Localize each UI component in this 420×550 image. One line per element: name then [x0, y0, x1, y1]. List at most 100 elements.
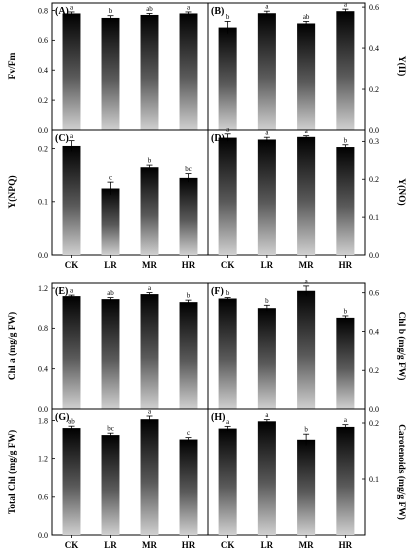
- panel-label: (A): [55, 6, 69, 17]
- significance-letter: c: [187, 429, 190, 437]
- panel-label: (D): [211, 133, 225, 144]
- panel-c: (C) 0.0 0.1 0.2 Y(NPQ) a c b bc CK LR MR HR: [7, 129, 209, 270]
- bar-hr: [336, 426, 355, 535]
- y-tick-label: 0.6: [369, 288, 379, 297]
- x-tick-label: MR: [299, 260, 314, 270]
- y-axis-label: Fv/Fm: [8, 52, 18, 79]
- significance-letter: a: [265, 3, 269, 11]
- bar-lr: [101, 17, 120, 130]
- y-axis-label: Total Chl (mg/g FW): [7, 430, 18, 514]
- significance-letter: b: [148, 157, 152, 165]
- y-tick-label: 0.0: [38, 405, 48, 414]
- bar-mr: [140, 167, 159, 255]
- bar-hr: [179, 13, 198, 130]
- significance-letter: a: [265, 411, 269, 419]
- significance-letter: b: [226, 13, 230, 21]
- bar-lr: [101, 188, 120, 255]
- y-tick-label: 0.0: [369, 126, 379, 135]
- y-tick-label: 0.2: [38, 144, 48, 153]
- bar-ck: [62, 13, 81, 130]
- significance-letter: a: [187, 3, 191, 11]
- bar-mr: [140, 14, 159, 130]
- bar-lr: [257, 308, 276, 409]
- y-tick-label: 0.2: [38, 96, 48, 105]
- significance-letter: ab: [303, 13, 310, 21]
- bar-ck: [218, 137, 237, 255]
- significance-letter: ab: [107, 289, 114, 297]
- y-tick-label: 0.1: [369, 213, 379, 222]
- panel-frame: [207, 129, 366, 256]
- bar-lr: [101, 299, 120, 409]
- y-tick-label: 1.2: [38, 284, 48, 293]
- y-tick-label: 0.8: [38, 324, 48, 333]
- significance-letter: a: [344, 416, 348, 424]
- y-tick-label: 0.4: [369, 44, 379, 53]
- significance-letter: a: [344, 1, 348, 9]
- y-axis-label: Y(II): [396, 56, 407, 77]
- bar-mr: [297, 23, 316, 130]
- significance-letter: b: [187, 292, 191, 300]
- significance-letter: ab: [68, 418, 75, 426]
- panel-label: (C): [55, 133, 69, 144]
- bar-hr: [336, 147, 355, 255]
- significance-letter: b: [344, 307, 348, 315]
- y-tick-label: 0.0: [38, 251, 48, 260]
- x-tick-label: HR: [339, 540, 353, 550]
- significance-letter: a: [305, 127, 309, 135]
- significance-letter: a: [70, 287, 74, 295]
- bar-hr: [179, 439, 198, 535]
- bar-mr: [140, 294, 159, 409]
- panel-d: (D) 0.0 0.1 0.2 0.3 Y(NO) a a a b CK LR MR HR: [207, 125, 407, 270]
- significance-letter: a: [226, 125, 230, 133]
- bar-mr: [140, 419, 159, 535]
- y-tick-label: 0.2: [369, 85, 379, 94]
- bar-ck: [218, 428, 237, 535]
- x-tick-label: HR: [182, 540, 196, 550]
- y-axis-label: Y(NO): [396, 178, 407, 205]
- x-tick-label: MR: [142, 260, 157, 270]
- significance-letter: a: [70, 132, 74, 140]
- panel-h: (H) 0.1 0.2 Carotenoids (mg/g FW) a a b a CK LR MR…: [207, 408, 407, 550]
- bar-ck: [62, 428, 81, 535]
- y-tick-label: 1.2: [38, 454, 48, 463]
- x-tick-label: LR: [261, 260, 274, 270]
- y-tick-label: 0.0: [38, 126, 48, 135]
- y-axis-label: Chl a (mg/g FW): [7, 312, 18, 380]
- panel-b: (B) 0.0 0.2 0.4 0.6 Y(II) b a ab a: [207, 1, 407, 135]
- y-tick-label: 0.0: [369, 405, 379, 414]
- significance-letter: bc: [185, 165, 192, 173]
- x-tick-label: MR: [299, 540, 314, 550]
- significance-letter: a: [70, 3, 74, 11]
- bar-lr: [101, 435, 120, 535]
- y-tick-label: 0.4: [38, 364, 48, 373]
- panel-label: (F): [211, 286, 224, 297]
- y-tick-label: 0.6: [38, 36, 48, 45]
- significance-letter: ab: [146, 5, 153, 13]
- significance-letter: b: [109, 7, 113, 15]
- significance-letter: bc: [107, 425, 114, 433]
- significance-letter: a: [148, 284, 152, 292]
- significance-letter: b: [265, 297, 269, 305]
- y-tick-label: 0.3: [369, 137, 379, 146]
- x-tick-label: HR: [182, 260, 196, 270]
- y-tick-label: 0.0: [369, 251, 379, 260]
- significance-letter: b: [344, 136, 348, 144]
- y-tick-label: 0.2: [369, 419, 379, 428]
- bar-hr: [336, 11, 355, 130]
- y-tick-label: 0.0: [38, 531, 48, 540]
- y-axis-label: Y(NPQ): [7, 175, 18, 208]
- panel-label: (H): [211, 412, 225, 423]
- panel-frame: [207, 408, 366, 536]
- y-tick-label: 0.6: [38, 493, 48, 502]
- x-tick-label: CK: [65, 540, 79, 550]
- bar-mr: [297, 136, 316, 255]
- bar-hr: [179, 177, 198, 255]
- y-tick-label: 0.2: [369, 175, 379, 184]
- significance-letter: c: [109, 174, 112, 182]
- y-tick-label: 0.1: [38, 198, 48, 207]
- panel-f: (F) 0.0 0.2 0.4 0.6 Chl b (mg/g FW) b b a b: [207, 277, 407, 414]
- x-tick-label: LR: [104, 260, 117, 270]
- y-tick-label: 0.6: [369, 3, 379, 12]
